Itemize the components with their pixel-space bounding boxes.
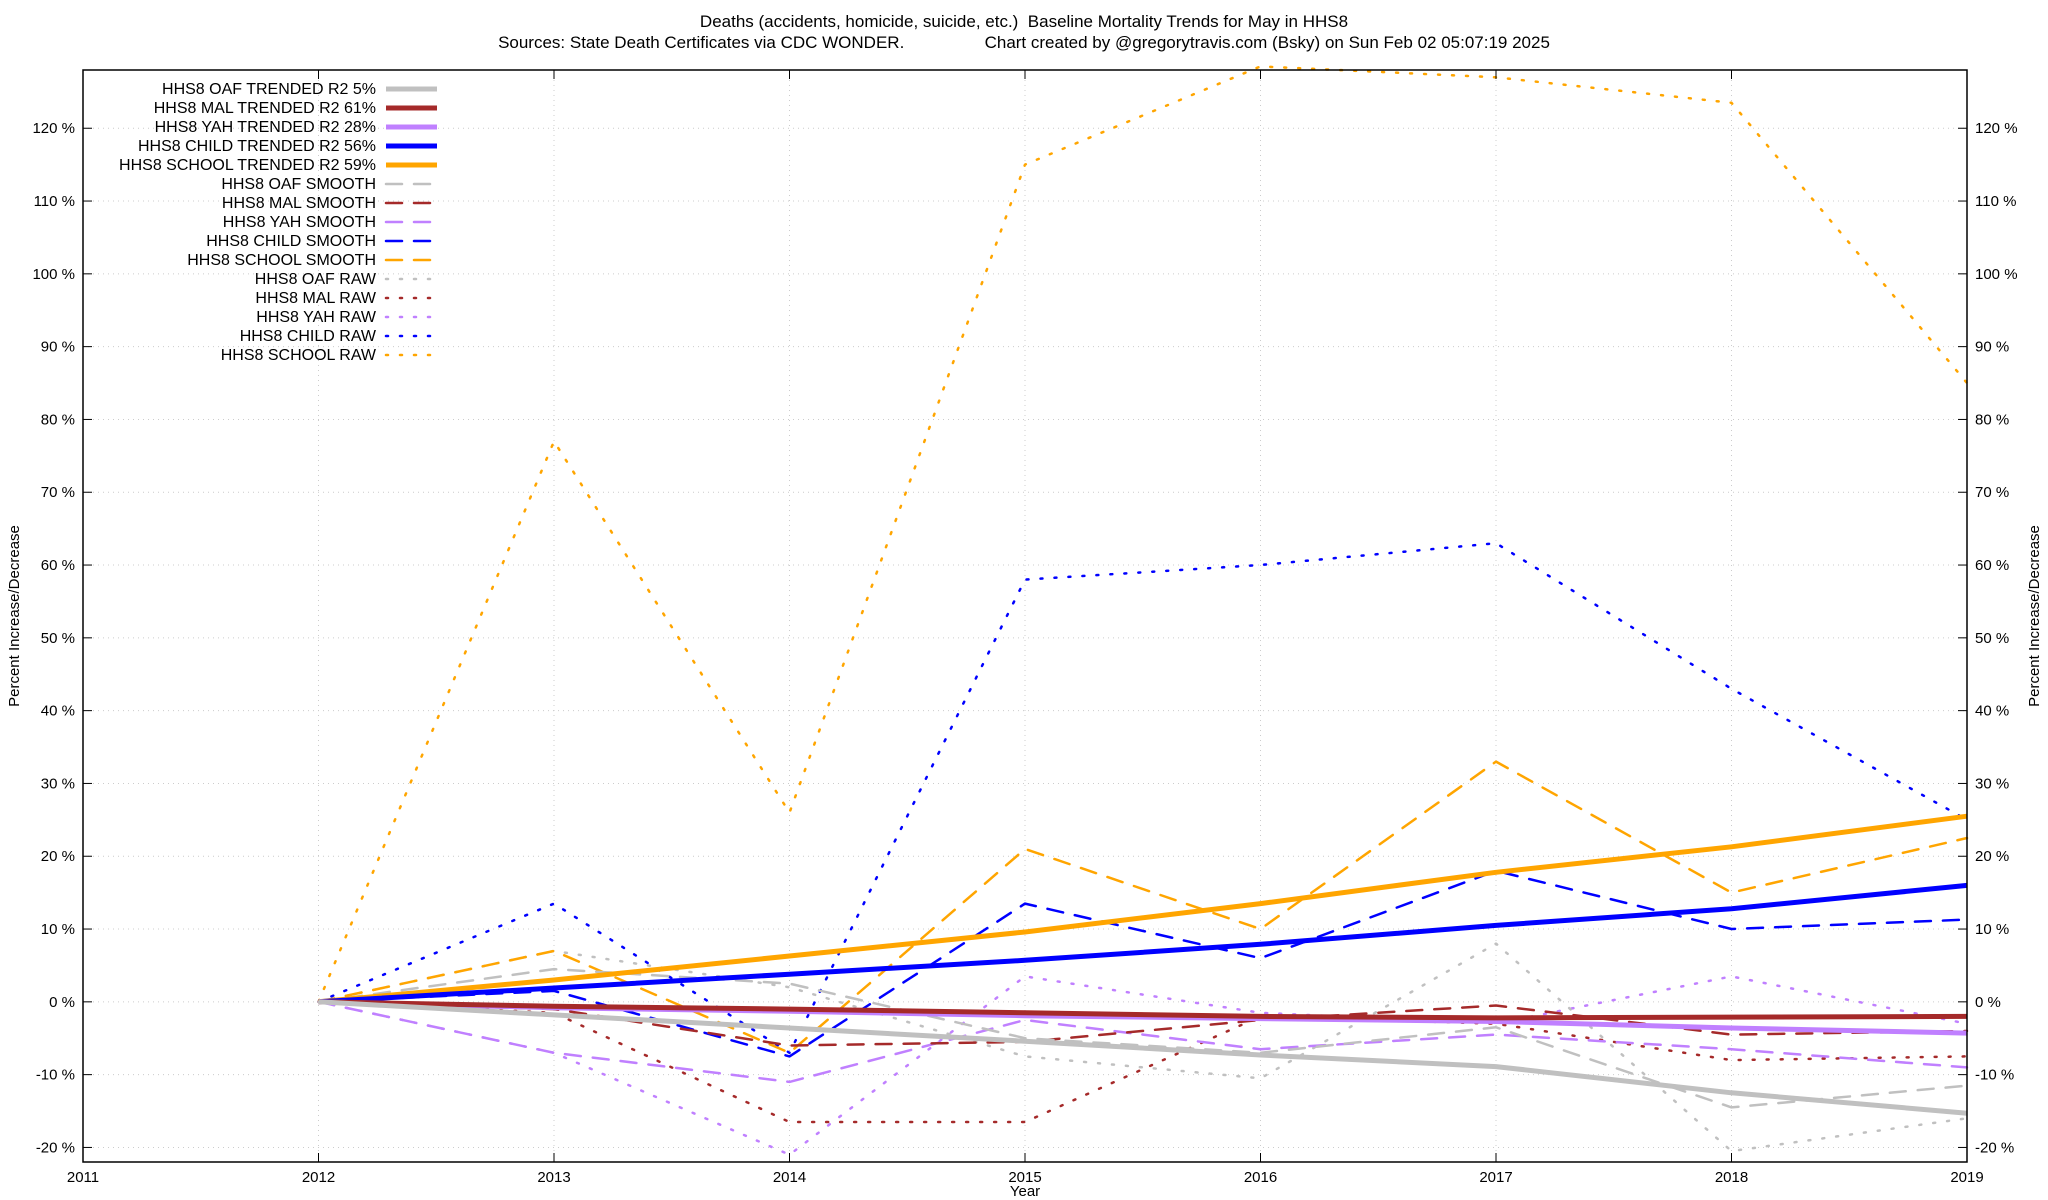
y-tick-label: 120 % xyxy=(32,120,75,137)
legend-label: HHS8 CHILD SMOOTH xyxy=(206,233,376,250)
series-line-hhs8-school-raw xyxy=(317,65,1969,1004)
y2-tick-label: 0 % xyxy=(1975,994,2001,1011)
x-tick-label: 2019 xyxy=(1950,1169,1983,1186)
y2-tick-label: 20 % xyxy=(1975,848,2009,865)
y2-axis-label: Percent Increase/Decrease xyxy=(2026,525,2043,707)
legend-label: HHS8 MAL TRENDED R2 61% xyxy=(154,100,376,117)
chart-subtitle: Sources: State Death Certificates via CD… xyxy=(498,33,1550,52)
series-line-hhs8-child-trended-r2-56 xyxy=(318,882,1968,1005)
y2-tick-label: -10 % xyxy=(1975,1067,2014,1084)
legend-label: HHS8 SCHOOL RAW xyxy=(221,347,377,364)
y2-tick-label: -20 % xyxy=(1975,1139,2014,1156)
y2-tick-label: 60 % xyxy=(1975,557,2009,574)
series-line-hhs8-oaf-raw xyxy=(317,942,1969,1153)
y-tick-label: 60 % xyxy=(41,557,75,574)
x-tick-label: 2017 xyxy=(1479,1169,1512,1186)
y-tick-label: 70 % xyxy=(41,484,75,501)
chart-title: Deaths (accidents, homicide, suicide, et… xyxy=(699,12,1349,31)
y-tick-label: 30 % xyxy=(41,775,75,792)
y2-tick-label: 90 % xyxy=(1975,339,2009,356)
series-line-hhs8-child-raw xyxy=(317,541,1969,1055)
series-lines xyxy=(317,65,1969,1156)
series-line-hhs8-oaf-smooth xyxy=(317,967,1969,1109)
y2-tick-label: 80 % xyxy=(1975,411,2009,428)
y-tick-label: 50 % xyxy=(41,630,75,647)
y-tick-label: -20 % xyxy=(36,1139,75,1156)
y2-tick-label: 110 % xyxy=(1975,193,2016,210)
y2-tick-label: 10 % xyxy=(1975,921,2009,938)
y-tick-label: 100 % xyxy=(32,266,75,283)
series-line-hhs8-mal-raw xyxy=(317,1000,1969,1124)
y-axis-label: Percent Increase/Decrease xyxy=(6,525,23,707)
legend: HHS8 OAF TRENDED R2 5% HHS8 MAL TRENDED R… xyxy=(119,81,439,364)
axis-ticks: 2011 2012 2013 2014 2015 2016 2017 2018 2019 -20 … xyxy=(32,70,2018,1186)
y-tick-label: 90 % xyxy=(41,339,75,356)
legend-label: HHS8 MAL RAW xyxy=(255,290,377,307)
legend-label: HHS8 OAF TRENDED R2 5% xyxy=(162,81,376,98)
legend-label: HHS8 CHILD TRENDED R2 56% xyxy=(138,138,376,155)
legend-label: HHS8 YAH TRENDED R2 28% xyxy=(155,119,376,136)
x-tick-label: 2012 xyxy=(302,1169,335,1186)
legend-label: HHS8 YAH RAW xyxy=(256,309,377,326)
y-tick-label: 10 % xyxy=(41,921,75,938)
series-line-hhs8-oaf-trended-r2-5 xyxy=(318,999,1968,1116)
x-tick-label: 2014 xyxy=(773,1169,806,1186)
x-axis-label: Year xyxy=(1010,1183,1040,1200)
legend-label: HHS8 MAL SMOOTH xyxy=(222,195,376,212)
legend-label: HHS8 YAH SMOOTH xyxy=(223,214,376,231)
y-tick-label: -10 % xyxy=(36,1067,75,1084)
x-tick-label: 2013 xyxy=(537,1169,570,1186)
y2-tick-label: 70 % xyxy=(1975,484,2009,501)
legend-label: HHS8 CHILD RAW xyxy=(240,328,377,345)
y2-tick-label: 50 % xyxy=(1975,630,2009,647)
series-line-hhs8-yah-raw xyxy=(317,975,1969,1156)
x-tick-label: 2016 xyxy=(1244,1169,1277,1186)
series-line-hhs8-mal-trended-r2-61 xyxy=(318,999,1968,1021)
y2-tick-label: 120 % xyxy=(1975,120,2018,137)
y-tick-label: 80 % xyxy=(41,411,75,428)
legend-label: HHS8 OAF SMOOTH xyxy=(221,176,376,193)
x-tick-label: 2015 xyxy=(1008,1169,1041,1186)
x-tick-label: 2011 xyxy=(67,1169,99,1186)
legend-label: HHS8 SCHOOL TRENDED R2 59% xyxy=(119,157,376,174)
y-tick-label: 40 % xyxy=(41,703,75,720)
series-line-hhs8-yah-smooth xyxy=(317,1000,1969,1084)
legend-label: HHS8 OAF RAW xyxy=(255,271,377,288)
series-line-hhs8-school-smooth xyxy=(317,760,1969,1055)
series-line-hhs8-child-smooth xyxy=(317,869,1969,1058)
series-line-hhs8-school-trended-r2-59 xyxy=(318,813,1968,1005)
y-tick-label: 0 % xyxy=(49,994,75,1011)
y-tick-label: 110 % xyxy=(34,193,75,210)
legend-label: HHS8 SCHOOL SMOOTH xyxy=(187,252,376,269)
series-line-hhs8-mal-smooth xyxy=(317,1000,1969,1047)
y-tick-label: 20 % xyxy=(41,848,75,865)
y2-tick-label: 100 % xyxy=(1975,266,2018,283)
x-tick-label: 2018 xyxy=(1715,1169,1748,1186)
y2-tick-label: 40 % xyxy=(1975,703,2009,720)
y2-tick-label: 30 % xyxy=(1975,775,2009,792)
